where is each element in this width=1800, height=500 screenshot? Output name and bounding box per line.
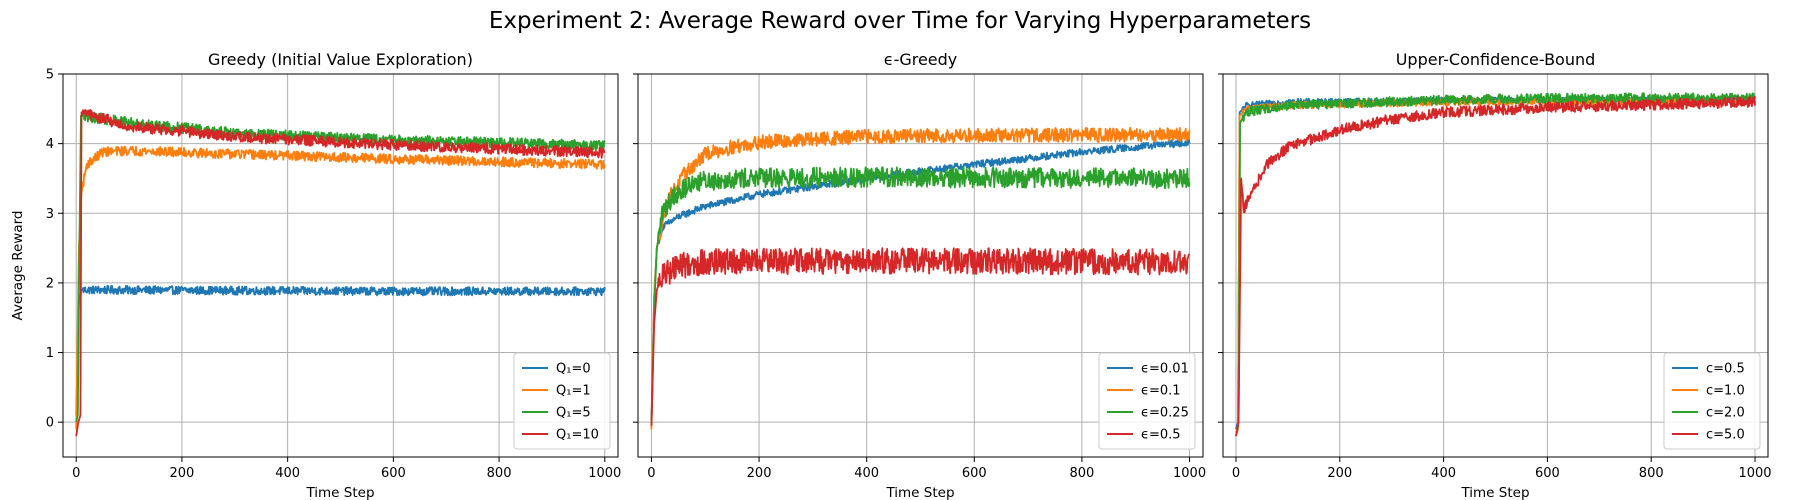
chart-1-x-tick-label-4: 800 bbox=[1070, 466, 1095, 481]
chart-2-title: Upper-Confidence-Bound bbox=[1396, 50, 1596, 69]
chart-0-series-line-0 bbox=[75, 284, 606, 416]
chart-2-x-tick-label-0: 0 bbox=[1232, 466, 1240, 481]
chart-1-x-tick-label-0: 0 bbox=[647, 466, 655, 481]
chart-2-legend-label-1: c=1.0 bbox=[1706, 384, 1745, 399]
chart-1-legend-box bbox=[1098, 352, 1196, 450]
chart-0-series-line-3 bbox=[75, 109, 606, 437]
chart-1-x-tick-label-3: 600 bbox=[962, 466, 987, 481]
chart-0-x-tick-label-2: 400 bbox=[275, 466, 300, 481]
chart-0-y-tick-label-5: 5 bbox=[46, 68, 54, 83]
chart-1-series-line-3 bbox=[650, 247, 1191, 426]
chart-1-legend-label-3: ϵ=0.5 bbox=[1141, 428, 1181, 443]
chart-2-x-tick-label-4: 800 bbox=[1639, 466, 1664, 481]
chart-1-series-line-0 bbox=[650, 138, 1191, 423]
chart-0-ylabel: Average Reward bbox=[10, 210, 26, 320]
chart-0-panel: 0 200 400 600 800 1000 0 1 2 3 4 5 Greedy (Initial V… bbox=[10, 50, 621, 500]
chart-2-legend-label-3: c=5.0 bbox=[1706, 428, 1745, 443]
chart-1-x-tick-label-1: 200 bbox=[747, 466, 772, 481]
chart-1-legend-label-0: ϵ=0.01 bbox=[1141, 362, 1189, 377]
chart-0-y-tick-label-0: 0 bbox=[46, 416, 54, 431]
chart-0-y-tick-label-2: 2 bbox=[46, 276, 54, 291]
chart-2-axes-frame bbox=[1222, 73, 1769, 458]
chart-0-x-tick-label-1: 200 bbox=[170, 466, 195, 481]
chart-1-legend-label-1: ϵ=0.1 bbox=[1141, 384, 1181, 399]
chart-0-x-tick-label-0: 0 bbox=[72, 466, 80, 481]
chart-2-xlabel: Time Step bbox=[1460, 485, 1529, 500]
chart-0-x-tick-label-5: 1000 bbox=[588, 466, 621, 481]
chart-1-series-line-2 bbox=[650, 166, 1191, 426]
chart-1-title: ϵ-Greedy bbox=[884, 50, 958, 69]
chart-2-x-tick-label-2: 400 bbox=[1431, 466, 1456, 481]
chart-2-panel: 0 200 400 600 800 1000 Upper-Confidence-Bound T… bbox=[1218, 50, 1772, 500]
chart-0-x-tick-label-4: 800 bbox=[487, 466, 512, 481]
chart-2-legend-label-0: c=0.5 bbox=[1706, 362, 1745, 377]
chart-1-series-line-1 bbox=[650, 126, 1191, 430]
chart-1-axes-frame bbox=[637, 73, 1204, 458]
chart-2-legend-label-2: c=2.0 bbox=[1706, 406, 1745, 421]
chart-0-y-tick-label-4: 4 bbox=[46, 137, 54, 152]
chart-1-xlabel: Time Step bbox=[885, 485, 954, 500]
chart-0-legend-label-3: Q₁=10 bbox=[556, 428, 599, 443]
chart-0-y-tick-label-3: 3 bbox=[46, 207, 54, 222]
chart-2-x-tick-label-1: 200 bbox=[1327, 466, 1352, 481]
chart-1-x-tick-label-2: 400 bbox=[854, 466, 879, 481]
chart-0-legend-label-0: Q₁=0 bbox=[556, 362, 591, 377]
chart-2-x-tick-label-3: 600 bbox=[1535, 466, 1560, 481]
figure-title: Experiment 2: Average Reward over Time f… bbox=[489, 8, 1311, 34]
chart-0-xlabel: Time Step bbox=[305, 485, 374, 500]
chart-1-legend: ϵ=0.01 ϵ=0.1 ϵ=0.25 ϵ=0.5 bbox=[1098, 352, 1196, 450]
chart-0-series-line-1 bbox=[75, 145, 606, 430]
chart-1-legend-label-2: ϵ=0.25 bbox=[1141, 406, 1189, 421]
chart-2-x-tick-label-5: 1000 bbox=[1738, 466, 1771, 481]
chart-2-legend: c=0.5 c=1.0 c=2.0 c=5.0 bbox=[1663, 352, 1761, 450]
chart-0-legend-box bbox=[513, 352, 611, 450]
chart-0-axes-frame bbox=[62, 73, 619, 458]
chart-2-legend-box bbox=[1663, 352, 1761, 450]
chart-2-series-line-3 bbox=[1235, 95, 1756, 437]
chart-1-panel: 0 200 400 600 800 1000 ϵ-Greedy Time Step ϵ=0.01… bbox=[633, 50, 1206, 500]
chart-0-legend: Q₁=0 Q₁=1 Q₁=5 Q₁=10 bbox=[513, 352, 611, 450]
chart-0-y-tick-label-1: 1 bbox=[46, 346, 54, 361]
chart-2-series-line-2 bbox=[1235, 92, 1756, 437]
chart-0-title: Greedy (Initial Value Exploration) bbox=[208, 50, 473, 69]
chart-0-legend-label-2: Q₁=5 bbox=[556, 406, 591, 421]
chart-0-legend-label-1: Q₁=1 bbox=[556, 384, 591, 399]
chart-1-x-tick-label-5: 1000 bbox=[1173, 466, 1206, 481]
chart-0-x-tick-label-3: 600 bbox=[381, 466, 406, 481]
